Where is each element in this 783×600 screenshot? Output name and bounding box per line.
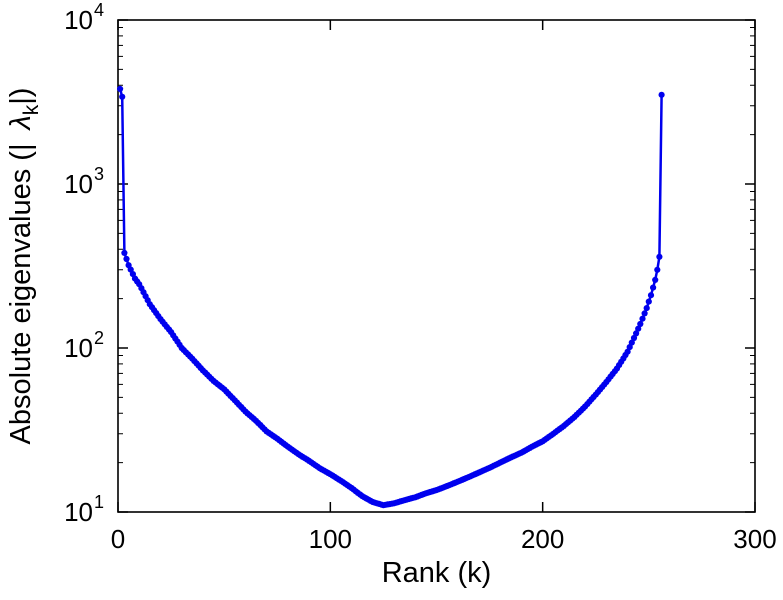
series-marker xyxy=(123,255,130,263)
series-marker xyxy=(658,91,665,98)
data-series xyxy=(117,85,665,509)
y-tick-label: 102 xyxy=(64,328,104,363)
series-marker xyxy=(647,292,655,299)
series-marker xyxy=(639,315,646,322)
series-marker xyxy=(633,330,640,337)
x-axis-label: Rank (k) xyxy=(382,557,492,589)
series-marker xyxy=(637,320,644,328)
y-tick-label: 103 xyxy=(64,164,104,199)
x-tick-label: 200 xyxy=(521,524,564,554)
plot-box xyxy=(117,19,756,513)
series-marker xyxy=(643,305,650,312)
series-marker xyxy=(641,310,648,317)
y-tick-label: 104 xyxy=(64,0,104,35)
x-tick-label: 0 xyxy=(111,524,125,554)
series-marker xyxy=(119,93,126,100)
series-marker xyxy=(121,249,128,256)
series-marker xyxy=(652,276,659,283)
series-marker xyxy=(656,253,663,260)
series-marker xyxy=(654,266,661,273)
tick-labels: 0 100 200 300 101 102 103 104 xyxy=(64,0,777,554)
x-tick-label: 100 xyxy=(309,524,352,554)
x-tick-label: 300 xyxy=(733,524,776,554)
y-tick-label: 101 xyxy=(64,492,104,527)
series-line xyxy=(118,88,663,507)
series-marker xyxy=(117,85,124,92)
series-marker xyxy=(645,298,652,305)
series-marker xyxy=(635,325,642,332)
y-axis-label: Absolute eigenvalues (|λk|) xyxy=(5,88,43,445)
series-marker xyxy=(628,339,635,346)
series-marker xyxy=(650,284,657,291)
